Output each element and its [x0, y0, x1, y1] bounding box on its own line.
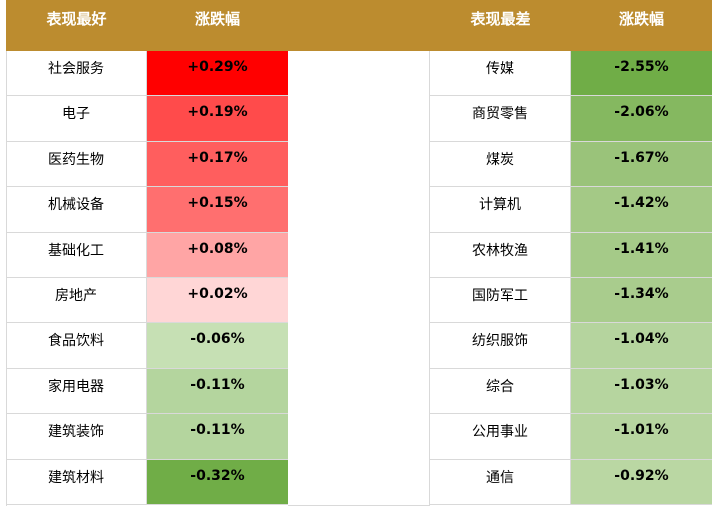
change-cell: +0.15% — [147, 187, 288, 233]
header-cell: 涨跌幅 — [618, 10, 664, 28]
change-cell: -1.01% — [571, 414, 712, 460]
change-cell: +0.02% — [147, 278, 288, 324]
change-cell: -0.11% — [147, 368, 288, 415]
change-cell: +0.08% — [147, 232, 288, 278]
change-cell: -1.41% — [571, 232, 712, 278]
header-cell: 表现最差 — [470, 10, 531, 28]
change-cell: -0.92% — [571, 459, 712, 505]
change-cell: -0.11% — [147, 414, 288, 460]
sector-name: 建筑材料 — [6, 459, 147, 505]
gap-column — [288, 51, 430, 506]
sector-name: 国防军工 — [430, 278, 571, 324]
sector-name: 基础化工 — [6, 232, 147, 278]
change-cell: -1.67% — [571, 141, 712, 188]
change-cell: -2.06% — [571, 96, 712, 142]
header-cell: 涨跌幅 — [194, 10, 240, 28]
sector-name: 家用电器 — [6, 368, 147, 415]
sector-name: 煤炭 — [430, 141, 571, 188]
change-cell: -1.42% — [571, 187, 712, 233]
sector-name: 机械设备 — [6, 187, 147, 233]
change-cell: -1.04% — [571, 323, 712, 369]
change-cell: -0.06% — [147, 323, 288, 369]
sector-name: 计算机 — [430, 187, 571, 233]
change-cell: +0.17% — [147, 141, 288, 188]
sector-name: 通信 — [430, 459, 571, 505]
change-cell: -1.03% — [571, 368, 712, 415]
sector-name: 医药生物 — [6, 141, 147, 188]
left-border — [6, 51, 7, 506]
sector-name: 农林牧渔 — [430, 232, 571, 278]
sector-name: 食品饮料 — [6, 323, 147, 369]
change-cell: +0.19% — [147, 96, 288, 142]
header-cell: 表现最好 — [46, 10, 107, 28]
sector-name: 房地产 — [6, 278, 147, 324]
sector-name: 传媒 — [430, 51, 571, 97]
change-cell: -1.34% — [571, 278, 712, 324]
change-cell: -2.55% — [571, 51, 712, 97]
header-bar — [6, 0, 712, 51]
sector-name: 商贸零售 — [430, 96, 571, 142]
sector-name: 建筑装饰 — [6, 414, 147, 460]
change-cell: +0.29% — [147, 51, 288, 97]
change-cell: -0.32% — [147, 459, 288, 505]
sector-name: 电子 — [6, 96, 147, 142]
sector-name: 纺织服饰 — [430, 323, 571, 369]
sector-name: 综合 — [430, 368, 571, 415]
sector-name: 公用事业 — [430, 414, 571, 460]
sector-name: 社会服务 — [6, 51, 147, 97]
